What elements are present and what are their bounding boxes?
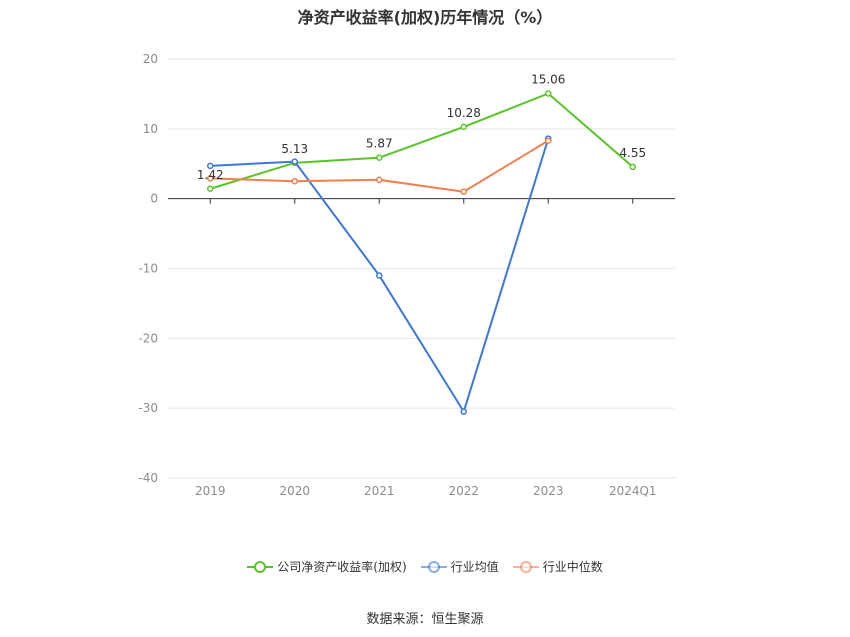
data-point-2 bbox=[545, 137, 552, 144]
series-layer bbox=[207, 90, 636, 415]
data-point-1 bbox=[460, 408, 467, 415]
x-tick-label: 2021 bbox=[364, 484, 395, 498]
legend-label: 行业中位数 bbox=[542, 560, 603, 574]
data-point-0 bbox=[376, 154, 383, 161]
data-label: 4.55 bbox=[619, 146, 646, 160]
data-label-layer: 1.42 5.13 5.87 10.28 15.06 4.55 bbox=[197, 72, 646, 181]
y-tick-label: -20 bbox=[138, 331, 158, 345]
data-point-1 bbox=[291, 158, 298, 165]
data-label: 15.06 bbox=[531, 72, 565, 86]
data-label: 5.13 bbox=[281, 142, 308, 156]
y-tick-label: -10 bbox=[138, 262, 158, 276]
data-point-2 bbox=[376, 176, 383, 184]
data-point-0 bbox=[207, 185, 214, 193]
data-point-0 bbox=[629, 163, 636, 171]
legend-marker bbox=[427, 560, 440, 573]
data-label: 10.28 bbox=[447, 106, 481, 120]
x-tick-label: 2019 bbox=[195, 484, 226, 498]
data-point-2 bbox=[460, 188, 467, 195]
data-point-2 bbox=[207, 175, 214, 182]
legend-marker bbox=[519, 560, 532, 573]
legend-swatch-icon bbox=[420, 560, 447, 573]
data-point-2 bbox=[291, 177, 298, 185]
legend-label: 行业均值 bbox=[450, 560, 499, 574]
grid-layer bbox=[168, 58, 675, 479]
legend-item[interactable]: 公司净资产收益率(加权) bbox=[247, 558, 407, 575]
data-point-1 bbox=[207, 162, 214, 170]
axis-layer: -40 -30 -20 -10 0 10 20 2019 2020 2021 2022 2023 202… bbox=[138, 52, 675, 498]
y-tick-label: -30 bbox=[138, 401, 158, 415]
legend-item[interactable]: 行业中位数 bbox=[512, 558, 603, 575]
x-tick-label: 2020 bbox=[279, 484, 310, 498]
y-tick-label: -40 bbox=[138, 471, 158, 485]
data-label: 1.42 bbox=[197, 168, 224, 182]
source-note: 数据来源：恒生聚源 bbox=[366, 612, 484, 627]
y-tick-label: 0 bbox=[150, 192, 158, 206]
legend-marker bbox=[254, 560, 267, 573]
series-line-0 bbox=[209, 92, 634, 190]
legend-swatch-icon bbox=[512, 560, 539, 573]
data-point-0 bbox=[545, 90, 552, 97]
chart-title: 净资产收益率(加权)历年情况（%） bbox=[297, 8, 553, 27]
legend-label: 公司净资产收益率(加权) bbox=[277, 560, 407, 574]
y-tick-label: 10 bbox=[143, 122, 158, 136]
x-tick-label: 2023 bbox=[533, 484, 564, 498]
x-tick-label: 2022 bbox=[448, 484, 479, 498]
y-tick-label: 20 bbox=[143, 52, 158, 66]
legend-item[interactable]: 行业均值 bbox=[420, 558, 499, 575]
data-point-0 bbox=[460, 123, 467, 131]
legend-swatch-icon bbox=[247, 560, 274, 573]
data-label: 5.87 bbox=[366, 137, 393, 151]
data-point-1 bbox=[376, 272, 383, 279]
legend: 公司净资产收益率(加权) 行业均值 行业中位数 bbox=[0, 558, 850, 575]
x-tick-label: 2024Q1 bbox=[609, 484, 657, 498]
